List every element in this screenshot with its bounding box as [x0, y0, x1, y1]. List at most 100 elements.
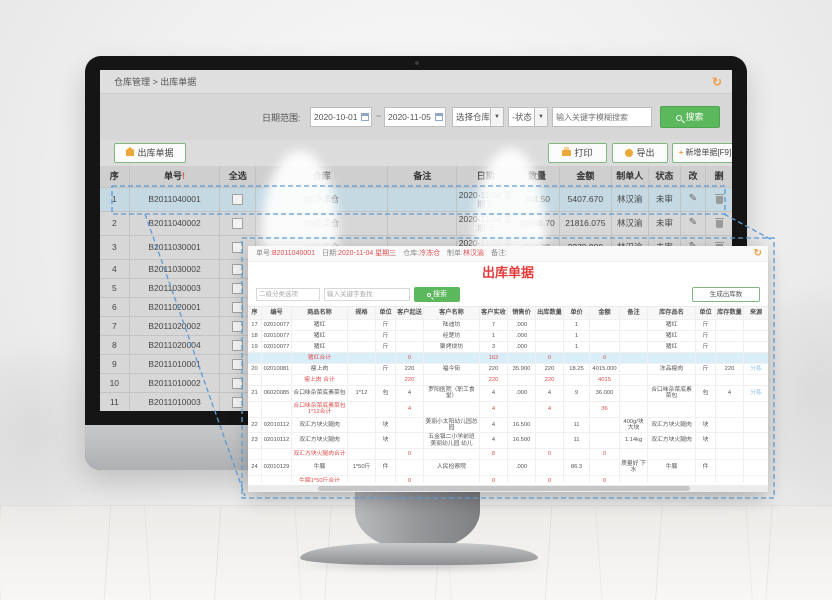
item-out-qty: 4 [536, 401, 564, 417]
checkbox[interactable] [232, 339, 244, 351]
checkbox[interactable] [232, 396, 244, 408]
chevron-down-icon[interactable]: ▼ [490, 108, 503, 126]
popup-table-row[interactable]: 20 02010081 瘦上肉 斤 220 福今街 220 35.900 220… [248, 364, 768, 375]
popup-title: 出库单据 [481, 265, 534, 280]
item-stock-unit [696, 475, 716, 482]
item-code: 02010112 [262, 417, 292, 433]
status-select[interactable]: -状态 ▼ [508, 107, 548, 127]
horizontal-scrollbar[interactable] [248, 485, 768, 492]
trash-icon[interactable] [714, 217, 724, 228]
item-spec [348, 475, 376, 482]
edit-icon[interactable]: ✎ [688, 217, 698, 229]
col-doc-no[interactable]: 单号! [130, 166, 221, 187]
scrollbar-thumb[interactable] [318, 486, 690, 491]
item-seq [248, 449, 262, 459]
popup-table-row[interactable]: 23 02010112 双汇方块火腿肉 块 五金镇二小学前班 美丽幼儿园 幼儿 … [248, 433, 768, 449]
popup-keyword-input[interactable]: 输入关键字查找 [324, 288, 410, 301]
item-source-link[interactable] [744, 353, 768, 363]
checkbox[interactable] [232, 218, 244, 229]
refresh-icon[interactable]: ↻ [711, 75, 722, 89]
item-code: 02010112 [262, 433, 292, 448]
popup-table-row[interactable]: 合口味杂菜底素菜包1*12合计 4 4 4 36 [248, 401, 768, 418]
popup-search-button[interactable]: 搜索 [414, 287, 460, 302]
item-source-link[interactable] [744, 433, 768, 448]
item-cust-recv: 220 [480, 364, 508, 374]
checkbox[interactable] [232, 301, 244, 313]
table-row[interactable]: 1 B2011040001 02冷冻仓 2020-11-04 星期三 344.5… [100, 188, 732, 212]
item-source-link[interactable] [744, 449, 768, 459]
item-product: 猪红合计 [292, 353, 348, 363]
checkbox[interactable] [232, 320, 244, 332]
search-button[interactable]: 搜索 [660, 106, 720, 128]
popup-table-row[interactable]: 双汇方块火腿肉合计 0 8 0 0 [248, 449, 768, 460]
popup-table-row[interactable]: 猪红合计 0 162 0 0 [248, 353, 768, 364]
row-index: 4 [100, 260, 130, 278]
item-source-link[interactable]: 分拣 [750, 390, 762, 397]
item-customer: 美丽小太阳幼儿园总园 [424, 417, 480, 433]
item-seq: 23 [248, 433, 262, 448]
pcol-product: 商品名称 [292, 307, 348, 319]
item-source-link[interactable] [744, 331, 768, 341]
generate-outbound-button[interactable]: 生成出库数 [692, 287, 760, 302]
popup-table-row[interactable]: 21 06020085 合口味杂菜底素菜包 1*12 包 4 罗阳医院（职工食堂… [248, 386, 768, 402]
item-cust-min: 0 [396, 475, 424, 482]
date-from-input[interactable]: 2020-10-01 [310, 107, 372, 127]
item-source-link[interactable]: 分拣 [750, 365, 762, 372]
popup-table-row[interactable]: 17 02010077 猪红 斤 陆迪坊 7 .000 1 猪红 斤 [248, 320, 768, 331]
item-unit [376, 449, 396, 459]
row-index: 8 [100, 336, 130, 354]
checkbox[interactable] [232, 242, 244, 253]
item-source-link[interactable] [744, 418, 768, 433]
popup-table-row[interactable]: 22 02010112 双汇方块火腿肉 块 美丽小太阳幼儿园总园 4 16.50… [248, 417, 768, 434]
item-sale-price: .000 [508, 386, 536, 401]
item-source-link[interactable] [744, 342, 768, 352]
item-stock-qty [716, 460, 744, 475]
popup-table-row[interactable]: 19 02010077 猪红 斤 聚烤烧坊 3 .000 1 猪红 斤 [248, 342, 768, 353]
add-doc-button[interactable]: + 新增单据[F9] [672, 143, 732, 163]
print-button[interactable]: 打印 [548, 143, 607, 163]
popup-table-row[interactable]: 瘦上肉 合计 220 220 220 4015 [248, 375, 768, 386]
item-unit-price: 1 [564, 342, 590, 352]
edit-icon[interactable]: ✎ [688, 193, 698, 205]
calendar-icon[interactable] [435, 113, 443, 121]
col-select-all[interactable]: 全选 [220, 166, 257, 187]
item-source-link[interactable] [744, 460, 768, 475]
pcol-cust-min: 客户起送 [396, 307, 424, 319]
trash-icon[interactable] [714, 193, 724, 204]
item-amount: 36 [590, 401, 620, 417]
table-row[interactable]: 2 B2011040002 03蔬菜仓 2020-11-04 星期三 10986… [100, 212, 732, 236]
item-note [620, 364, 648, 374]
item-source-link[interactable] [744, 375, 768, 385]
item-source-link[interactable] [744, 402, 768, 417]
warehouse-select[interactable]: 选择仓库 ▼ [452, 107, 504, 127]
item-out-qty: 0 [536, 475, 564, 482]
category-select[interactable]: 二级分类选项 [256, 288, 320, 301]
checkbox[interactable] [232, 194, 244, 205]
checkbox[interactable] [232, 358, 244, 370]
item-amount [590, 417, 620, 433]
item-stock-name [648, 475, 696, 482]
item-sale-price: 16.500 [508, 433, 536, 448]
outbound-doc-button[interactable]: 出库单据 [114, 143, 186, 163]
item-cust-min [396, 460, 424, 475]
item-source-link[interactable] [744, 320, 768, 330]
item-note [620, 401, 648, 417]
popup-table-row[interactable]: 18 02010077 猪红 斤 经楚坊 1 .000 1 猪红 斤 [248, 331, 768, 342]
sort-mark: ! [182, 170, 186, 181]
item-note [620, 375, 648, 385]
calendar-icon[interactable] [361, 113, 369, 121]
keyword-input[interactable] [556, 108, 648, 127]
item-stock-name: 牛腩 [648, 460, 696, 475]
filter-row: 日期范围: 2020-10-01 ~ 2020-11-05 选择仓库 ▼ -状态… [100, 94, 732, 140]
popup-table-row[interactable]: 牛腩1*50斤合计 0 0 0 0 [248, 475, 768, 482]
chevron-down-icon[interactable]: ▼ [534, 108, 547, 126]
export-button[interactable]: 导出 [612, 143, 668, 163]
checkbox[interactable] [232, 282, 244, 294]
date-to-input[interactable]: 2020-11-05 [384, 107, 446, 127]
checkbox[interactable] [232, 263, 244, 275]
popup-table-row[interactable]: 24 02010129 牛腩 1*50斤 件 人民检察院 .000 86.3 质… [248, 460, 768, 476]
item-source-link[interactable] [744, 476, 768, 482]
checkbox[interactable] [232, 377, 244, 389]
refresh-icon[interactable]: ↻ [753, 248, 762, 259]
doc-number: B2011040001 [130, 188, 221, 211]
